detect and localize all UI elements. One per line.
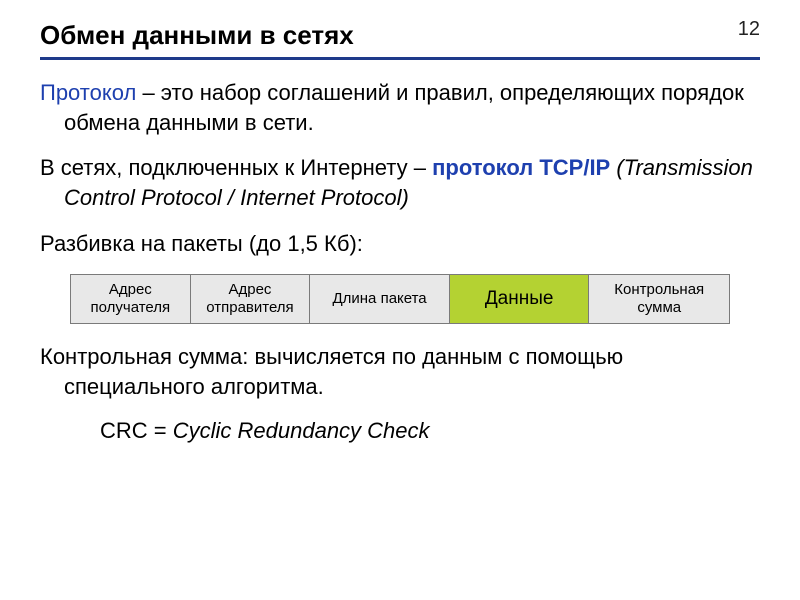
packet-structure-table: Адрес получателя Адрес отправителя Длина… [70, 274, 730, 324]
paragraph-packet-intro: Разбивка на пакеты (до 1,5 Кб): [40, 229, 760, 259]
slide-title: Обмен данными в сетях [40, 20, 760, 51]
term-tcpip: протокол TCP/IP [432, 155, 610, 180]
tcpip-lead: В сетях, подключенных к Интернету – [40, 155, 432, 180]
cell-checksum: Контрольная сумма [589, 275, 729, 323]
term-protocol: Протокол [40, 80, 136, 105]
cell-length: Длина пакета [310, 275, 450, 323]
paragraph-checksum: Контрольная сумма: вычисляется по данным… [40, 342, 760, 401]
paragraph-protocol-def: Протокол – это набор соглашений и правил… [40, 78, 760, 137]
paragraph-tcpip: В сетях, подключенных к Интернету – прот… [40, 153, 760, 212]
term-checksum: Контрольная сумма [40, 344, 242, 369]
page-number: 12 [738, 18, 760, 41]
cell-sender-addr: Адрес отправителя [191, 275, 311, 323]
crc-label: CRC = [100, 418, 173, 443]
title-divider [40, 57, 760, 60]
crc-expansion: Cyclic Redundancy Check [173, 418, 430, 443]
protocol-def-text: – это набор соглашений и правил, определ… [64, 80, 744, 135]
cell-recipient-addr: Адрес получателя [71, 275, 191, 323]
cell-data: Данные [450, 275, 590, 323]
crc-definition: CRC = Cyclic Redundancy Check [40, 418, 760, 444]
